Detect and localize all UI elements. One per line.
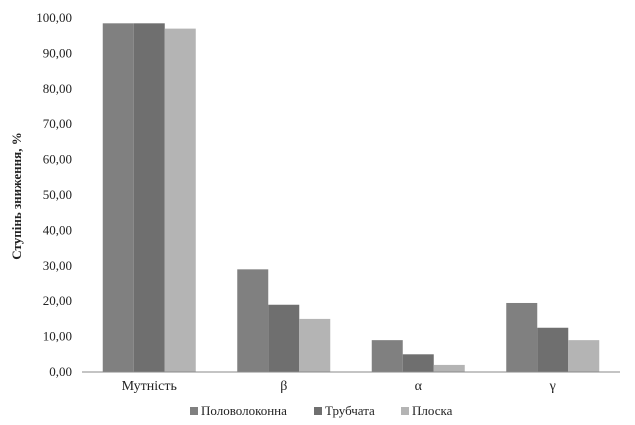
- bar-1-2: [237, 269, 269, 372]
- bar-2-1: [133, 23, 165, 373]
- y-tick-label: 20,00: [43, 293, 72, 308]
- legend-label-2: Трубчата: [325, 403, 375, 418]
- legend-label-3: Плоска: [412, 403, 453, 418]
- bar-2-2: [268, 304, 300, 372]
- x-tick-label: γ: [549, 379, 556, 394]
- legend-swatch-3: [401, 407, 409, 415]
- y-tick-label: 70,00: [43, 116, 72, 131]
- bar-3-1: [164, 28, 196, 373]
- bar-3-3: [433, 364, 465, 372]
- legend-swatch-1: [190, 407, 198, 415]
- y-tick-label: 100,00: [36, 10, 72, 25]
- x-tick-label: β: [280, 379, 287, 394]
- legend-label-1: Половолоконна: [201, 403, 287, 418]
- legend-swatch-2: [314, 407, 322, 415]
- bar-3-4: [568, 340, 600, 372]
- y-tick-label: 30,00: [43, 258, 72, 273]
- bar-2-4: [537, 327, 569, 372]
- x-tick-label: Мутність: [122, 379, 177, 394]
- y-tick-label: 80,00: [43, 81, 72, 96]
- bar-1-1: [102, 23, 134, 373]
- y-tick-label: 10,00: [43, 329, 72, 344]
- y-axis-label: Ступінь зниження, %: [9, 132, 24, 259]
- bar-3-2: [299, 318, 331, 372]
- y-tick-label: 60,00: [43, 152, 72, 167]
- bar-2-3: [402, 354, 434, 372]
- y-tick-label: 0,00: [49, 364, 72, 379]
- bar-1-4: [506, 302, 538, 372]
- y-tick-label: 40,00: [43, 222, 72, 237]
- bar-1-3: [371, 340, 403, 372]
- y-tick-label: 90,00: [43, 45, 72, 60]
- x-tick-label: α: [415, 379, 423, 394]
- legend: Половолоконна Трубчата Плоска: [190, 403, 453, 418]
- y-tick-label: 50,00: [43, 187, 72, 202]
